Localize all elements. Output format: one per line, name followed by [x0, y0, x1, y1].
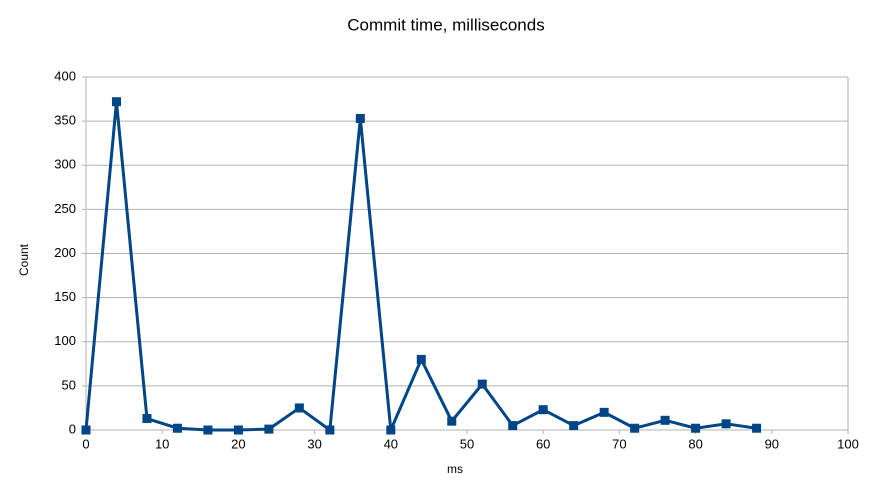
y-tick-label: 300 — [54, 157, 76, 172]
x-tick-label: 0 — [82, 436, 89, 451]
data-point — [691, 423, 701, 433]
x-tick-label: 80 — [688, 436, 702, 451]
data-point — [203, 425, 213, 435]
data-point — [172, 423, 182, 433]
y-tick-label: 400 — [54, 68, 76, 83]
data-point — [660, 415, 670, 425]
y-tick-label: 0 — [69, 421, 76, 436]
x-tick-label: 100 — [837, 436, 859, 451]
data-point — [294, 403, 304, 413]
y-tick-label: 250 — [54, 201, 76, 216]
x-tick-label: 50 — [460, 436, 474, 451]
data-point — [386, 425, 396, 435]
data-point — [416, 354, 426, 364]
data-point — [508, 421, 518, 431]
y-tick-label: 200 — [54, 245, 76, 260]
y-axis-title: Count — [17, 243, 31, 276]
y-tick-label: 100 — [54, 333, 76, 348]
data-point — [81, 425, 91, 435]
data-point — [630, 423, 640, 433]
y-tick-label: 50 — [62, 377, 76, 392]
y-tick-label: 350 — [54, 113, 76, 128]
data-point — [233, 425, 243, 435]
data-point — [721, 419, 731, 429]
x-tick-label: 90 — [765, 436, 779, 451]
data-point — [477, 379, 487, 389]
x-tick-label: 40 — [384, 436, 398, 451]
data-point — [142, 414, 152, 424]
x-tick-label: 60 — [536, 436, 550, 451]
data-point — [599, 407, 609, 417]
y-tick-label: 150 — [54, 289, 76, 304]
data-point — [264, 424, 274, 434]
x-tick-label: 20 — [231, 436, 245, 451]
data-point — [355, 113, 365, 123]
data-point — [325, 425, 335, 435]
x-tick-label: 70 — [612, 436, 626, 451]
x-axis-title: ms — [447, 462, 463, 476]
data-point — [538, 405, 548, 415]
data-point — [752, 423, 762, 433]
data-point — [111, 97, 121, 107]
data-point — [447, 416, 457, 426]
x-tick-label: 10 — [155, 436, 169, 451]
data-line — [84, 100, 757, 432]
chart-title: Commit time, milliseconds — [347, 15, 544, 34]
x-tick-label: 30 — [307, 436, 321, 451]
data-point — [569, 421, 579, 431]
